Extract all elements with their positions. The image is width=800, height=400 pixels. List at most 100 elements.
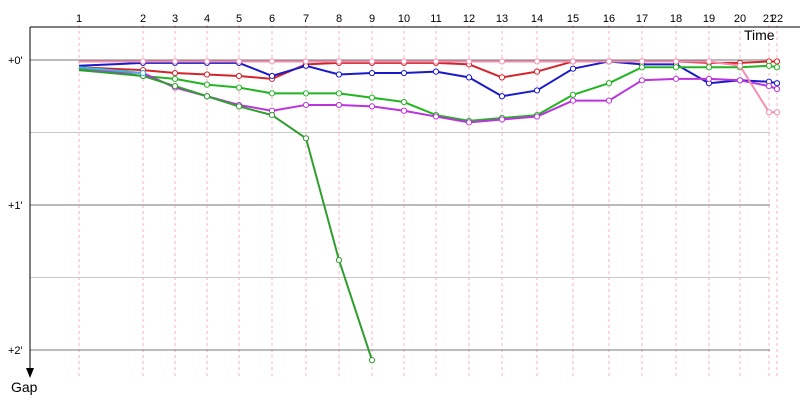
x-tick-label: 3 (172, 13, 178, 25)
data-point (139, 58, 147, 65)
data-point (765, 83, 773, 90)
data-point (235, 103, 243, 110)
data-point (171, 69, 179, 77)
data-point (268, 90, 276, 97)
series-lines (78, 58, 781, 364)
y-tick-label: +1' (8, 200, 23, 212)
data-point (569, 91, 577, 98)
x-tick-label: 1 (76, 13, 82, 25)
data-point (498, 93, 506, 100)
x-tick-label: 16 (603, 13, 615, 25)
data-point (368, 69, 376, 77)
grid (30, 25, 778, 376)
data-point (368, 58, 376, 65)
data-point (368, 103, 376, 110)
x-tick-label: 5 (236, 13, 242, 25)
data-point (465, 74, 473, 81)
data-point (533, 113, 541, 120)
data-point (302, 58, 310, 65)
x-tick-label: 13 (496, 13, 508, 25)
data-point (498, 116, 506, 123)
data-point (605, 97, 613, 104)
series-line (79, 60, 777, 114)
data-point (605, 58, 613, 65)
data-point (672, 58, 680, 65)
data-point (171, 83, 179, 90)
x-tick-label: 18 (670, 13, 682, 25)
data-point (235, 72, 243, 80)
x-tick-label: 20 (734, 13, 746, 25)
data-point (268, 58, 276, 65)
x-tick-label: 17 (636, 13, 648, 25)
x-tick-label: 9 (369, 13, 375, 25)
data-point (736, 62, 744, 69)
data-point (605, 80, 613, 87)
series-4 (78, 69, 781, 126)
data-point (773, 109, 781, 116)
series-line (78, 69, 373, 361)
series-line (78, 66, 144, 75)
data-point (335, 90, 343, 97)
data-point (638, 64, 646, 71)
data-point (400, 98, 408, 106)
data-point (400, 58, 408, 65)
y-axis-arrow (26, 368, 34, 378)
series-6 (79, 58, 781, 116)
y-axis-title: Gap (11, 379, 38, 395)
data-point (569, 97, 577, 104)
data-point (203, 71, 211, 78)
x-tick-label: 7 (303, 13, 309, 25)
data-point (368, 94, 376, 101)
data-point (335, 257, 343, 264)
data-point (302, 101, 310, 109)
data-point (335, 58, 343, 65)
data-point (705, 75, 713, 82)
data-point (498, 74, 506, 81)
data-point (171, 58, 179, 65)
data-point (498, 58, 506, 65)
data-point (765, 62, 773, 69)
y-tick-labels: +0' +1' +2' (8, 55, 23, 357)
data-point (773, 85, 781, 93)
x-tick-label: 2 (140, 13, 146, 25)
axes (26, 26, 800, 378)
data-point (302, 135, 310, 142)
data-point (736, 77, 744, 84)
series-line (78, 60, 778, 98)
data-point (400, 107, 408, 114)
series-7 (78, 66, 147, 77)
data-point (235, 84, 243, 91)
data-point (533, 58, 541, 65)
data-point (302, 90, 310, 97)
x-tick-label: 12 (463, 13, 475, 25)
x-tick-label: 22 (771, 13, 783, 25)
data-point (638, 77, 646, 84)
data-point (672, 64, 680, 71)
data-point (765, 109, 773, 116)
x-tick-label: 15 (567, 13, 579, 25)
x-axis-title: Time (744, 27, 775, 43)
x-tick-label: 4 (204, 13, 210, 25)
x-tick-label: 10 (398, 13, 410, 25)
data-point (368, 357, 376, 364)
data-point (705, 58, 713, 65)
data-point (268, 112, 276, 119)
data-point (203, 81, 211, 88)
data-point (569, 58, 577, 65)
series-5 (78, 69, 376, 364)
data-point (432, 113, 440, 120)
data-point (268, 72, 276, 80)
data-point (672, 75, 680, 82)
data-point (465, 58, 473, 65)
data-point (139, 69, 147, 77)
data-point (705, 64, 713, 71)
data-point (335, 71, 343, 78)
x-tick-label: 14 (531, 13, 543, 25)
data-point (773, 58, 781, 65)
data-point (773, 64, 781, 71)
y-tick-label: +0' (8, 55, 23, 67)
data-point (533, 87, 541, 94)
data-point (533, 68, 541, 75)
data-point (638, 58, 646, 65)
